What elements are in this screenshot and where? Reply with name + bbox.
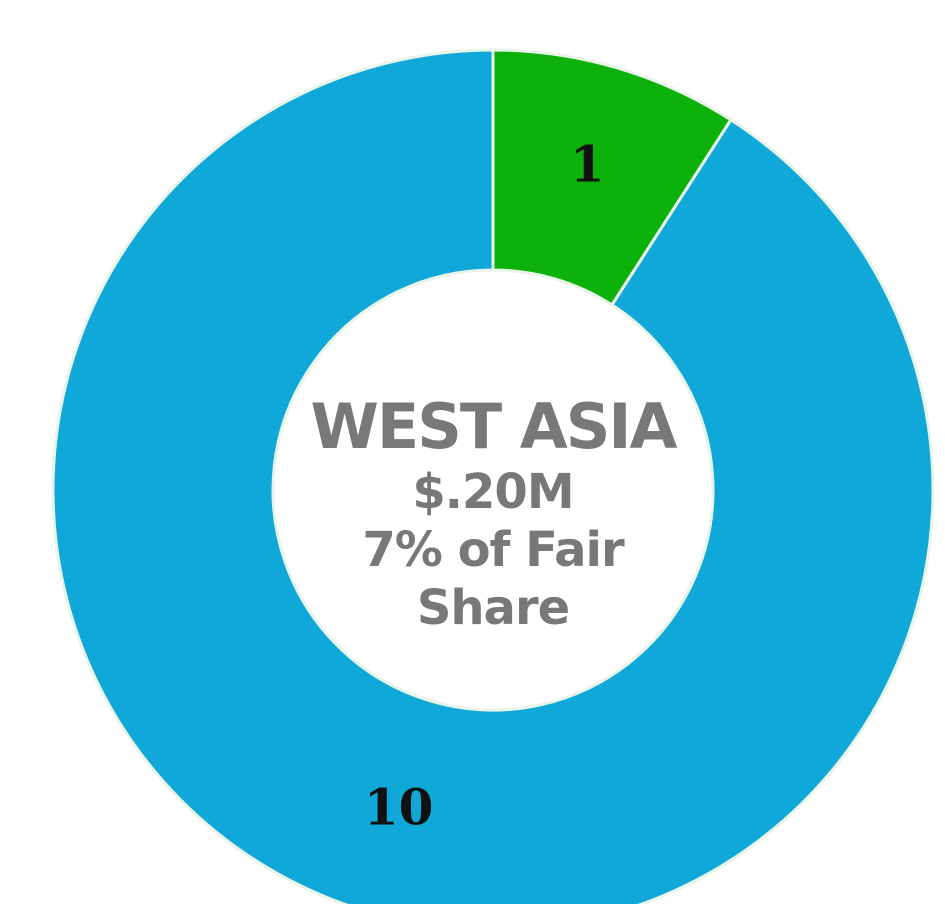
data-label: 10 [364,777,434,836]
center-share: 7% of Fair Share [362,521,624,636]
donut-slice [51,48,935,904]
center-title: WEST ASIA [310,390,678,463]
center-text: WEST ASIA $.20M 7% of Fair Share [283,390,703,637]
center-amount: $.20M [412,464,574,521]
data-label: 1 [570,135,605,194]
